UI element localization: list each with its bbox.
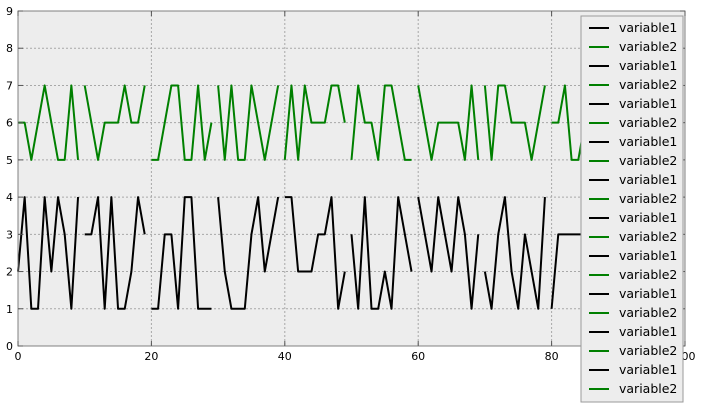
series-line bbox=[217, 84, 280, 161]
legend-label: variable2 bbox=[619, 39, 677, 54]
series-line bbox=[84, 196, 146, 310]
legend-label: variable2 bbox=[619, 267, 677, 282]
y-tick-label: 9 bbox=[6, 5, 13, 18]
legend-label: variable1 bbox=[619, 172, 677, 187]
y-tick-label: 6 bbox=[6, 117, 13, 130]
legend-label: variable1 bbox=[619, 20, 677, 35]
x-tick-label: 20 bbox=[144, 350, 158, 363]
x-tick-label: 0 bbox=[15, 350, 22, 363]
y-tick-label: 7 bbox=[6, 79, 13, 92]
legend-label: variable1 bbox=[619, 324, 677, 339]
y-tick-label: 4 bbox=[6, 191, 13, 204]
y-tick-label: 1 bbox=[6, 303, 13, 316]
series-line bbox=[483, 196, 546, 310]
legend-label: variable2 bbox=[619, 191, 677, 206]
legend-label: variable1 bbox=[619, 362, 677, 377]
series-line bbox=[151, 196, 212, 310]
legend-label: variable1 bbox=[619, 210, 677, 225]
series-line bbox=[350, 196, 413, 310]
plot-background bbox=[18, 11, 685, 346]
series-line bbox=[284, 196, 346, 310]
legend-label: variable2 bbox=[619, 305, 677, 320]
x-tick-label: 40 bbox=[278, 350, 292, 363]
series-line bbox=[17, 196, 80, 310]
series-line bbox=[217, 196, 280, 310]
series-line bbox=[151, 84, 213, 161]
y-tick-label: 3 bbox=[6, 228, 13, 241]
legend-label: variable2 bbox=[619, 115, 677, 130]
legend: variable1 variable2 variable1 variable2 vari… bbox=[580, 15, 684, 403]
legend-label: variable2 bbox=[619, 153, 677, 168]
legend-label: variable2 bbox=[619, 229, 677, 244]
series-line bbox=[417, 196, 480, 310]
series-line bbox=[483, 84, 546, 161]
x-tick-label: 80 bbox=[545, 350, 559, 363]
legend-label: variable2 bbox=[619, 77, 677, 92]
legend-label: variable1 bbox=[619, 96, 677, 111]
y-tick-label: 2 bbox=[6, 266, 13, 279]
plot-frame bbox=[17, 10, 686, 347]
legend-label: variable2 bbox=[619, 381, 677, 396]
series-line bbox=[417, 84, 480, 161]
y-tick-label: 5 bbox=[6, 154, 13, 167]
series-line bbox=[83, 84, 146, 161]
y-tick-label: 8 bbox=[6, 42, 13, 55]
legend-label: variable1 bbox=[619, 58, 677, 73]
series-line bbox=[283, 84, 346, 161]
series-line bbox=[350, 84, 412, 161]
legend-label: variable1 bbox=[619, 134, 677, 149]
series-line bbox=[18, 84, 80, 161]
legend-box bbox=[580, 15, 684, 403]
legend-label: variable2 bbox=[619, 343, 677, 358]
legend-label: variable1 bbox=[619, 248, 677, 263]
x-tick-label: 60 bbox=[411, 350, 425, 363]
y-tick-label: 0 bbox=[6, 340, 13, 353]
legend-label: variable1 bbox=[619, 286, 677, 301]
